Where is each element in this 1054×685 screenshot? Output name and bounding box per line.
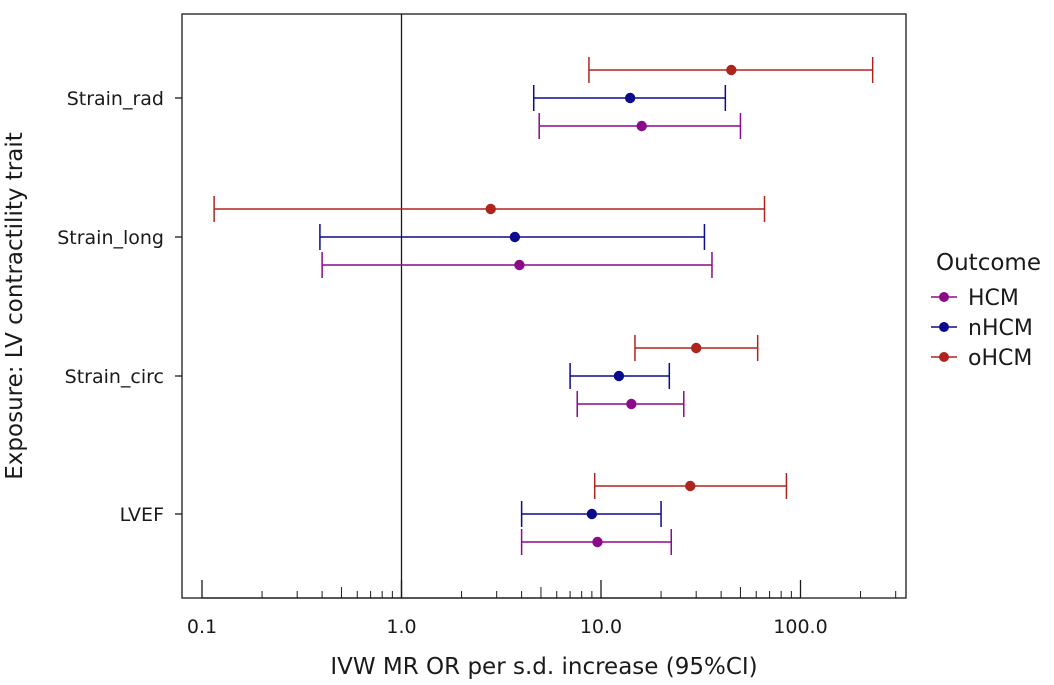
legend-title: Outcome bbox=[936, 250, 1041, 276]
plot-marks bbox=[213, 57, 874, 555]
legend-item-hcm: HCM bbox=[931, 286, 1019, 311]
point-nhcm-lvef bbox=[586, 508, 598, 520]
y-axis-title: Exposure: LV contractility trait bbox=[2, 132, 28, 479]
legend-key-point bbox=[939, 292, 949, 302]
point-ohcm-strain-long bbox=[485, 203, 496, 215]
legend-label: nHCM bbox=[968, 316, 1033, 341]
legend-label: oHCM bbox=[968, 346, 1032, 371]
y-axis: Strain_rad Strain_long Strain_circ LVEF bbox=[57, 88, 182, 526]
series-nhcm bbox=[319, 85, 727, 527]
category-label-strain-circ: Strain_circ bbox=[65, 366, 164, 388]
point-hcm-strain-circ bbox=[626, 398, 637, 410]
category-label-strain-rad: Strain_rad bbox=[67, 88, 164, 110]
point-ohcm-strain-rad bbox=[726, 64, 737, 76]
x-tick-label: 1.0 bbox=[386, 616, 416, 638]
point-ohcm-lvef bbox=[685, 480, 696, 492]
x-tick-label: 10.0 bbox=[580, 616, 622, 638]
legend: Outcome HCM nHCM oHCM bbox=[931, 250, 1041, 371]
point-nhcm-strain-rad bbox=[624, 92, 636, 104]
x-tick-label: 100.0 bbox=[773, 616, 827, 638]
point-ohcm-strain-circ bbox=[690, 342, 702, 354]
legend-key-point bbox=[939, 322, 949, 332]
category-label-lvef: LVEF bbox=[120, 504, 164, 526]
series-hcm bbox=[321, 113, 742, 555]
point-hcm-strain-long bbox=[514, 259, 525, 271]
point-hcm-lvef bbox=[592, 536, 603, 548]
category-label-strain-long: Strain_long bbox=[57, 227, 164, 249]
plot-frame bbox=[181, 13, 907, 599]
legend-label: HCM bbox=[968, 286, 1019, 311]
series-ohcm bbox=[213, 57, 874, 499]
x-tick-label: 0.1 bbox=[187, 616, 217, 638]
legend-key-point bbox=[939, 352, 949, 362]
point-nhcm-strain-long bbox=[509, 231, 521, 243]
point-hcm-strain-rad bbox=[636, 120, 647, 132]
x-axis-title: IVW MR OR per s.d. increase (95%CI) bbox=[330, 654, 757, 680]
point-nhcm-strain-circ bbox=[613, 370, 625, 382]
legend-item-ohcm: oHCM bbox=[931, 346, 1032, 371]
x-axis: 0.1 1.0 10.0 100.0 bbox=[187, 580, 897, 638]
legend-item-nhcm: nHCM bbox=[931, 316, 1033, 341]
